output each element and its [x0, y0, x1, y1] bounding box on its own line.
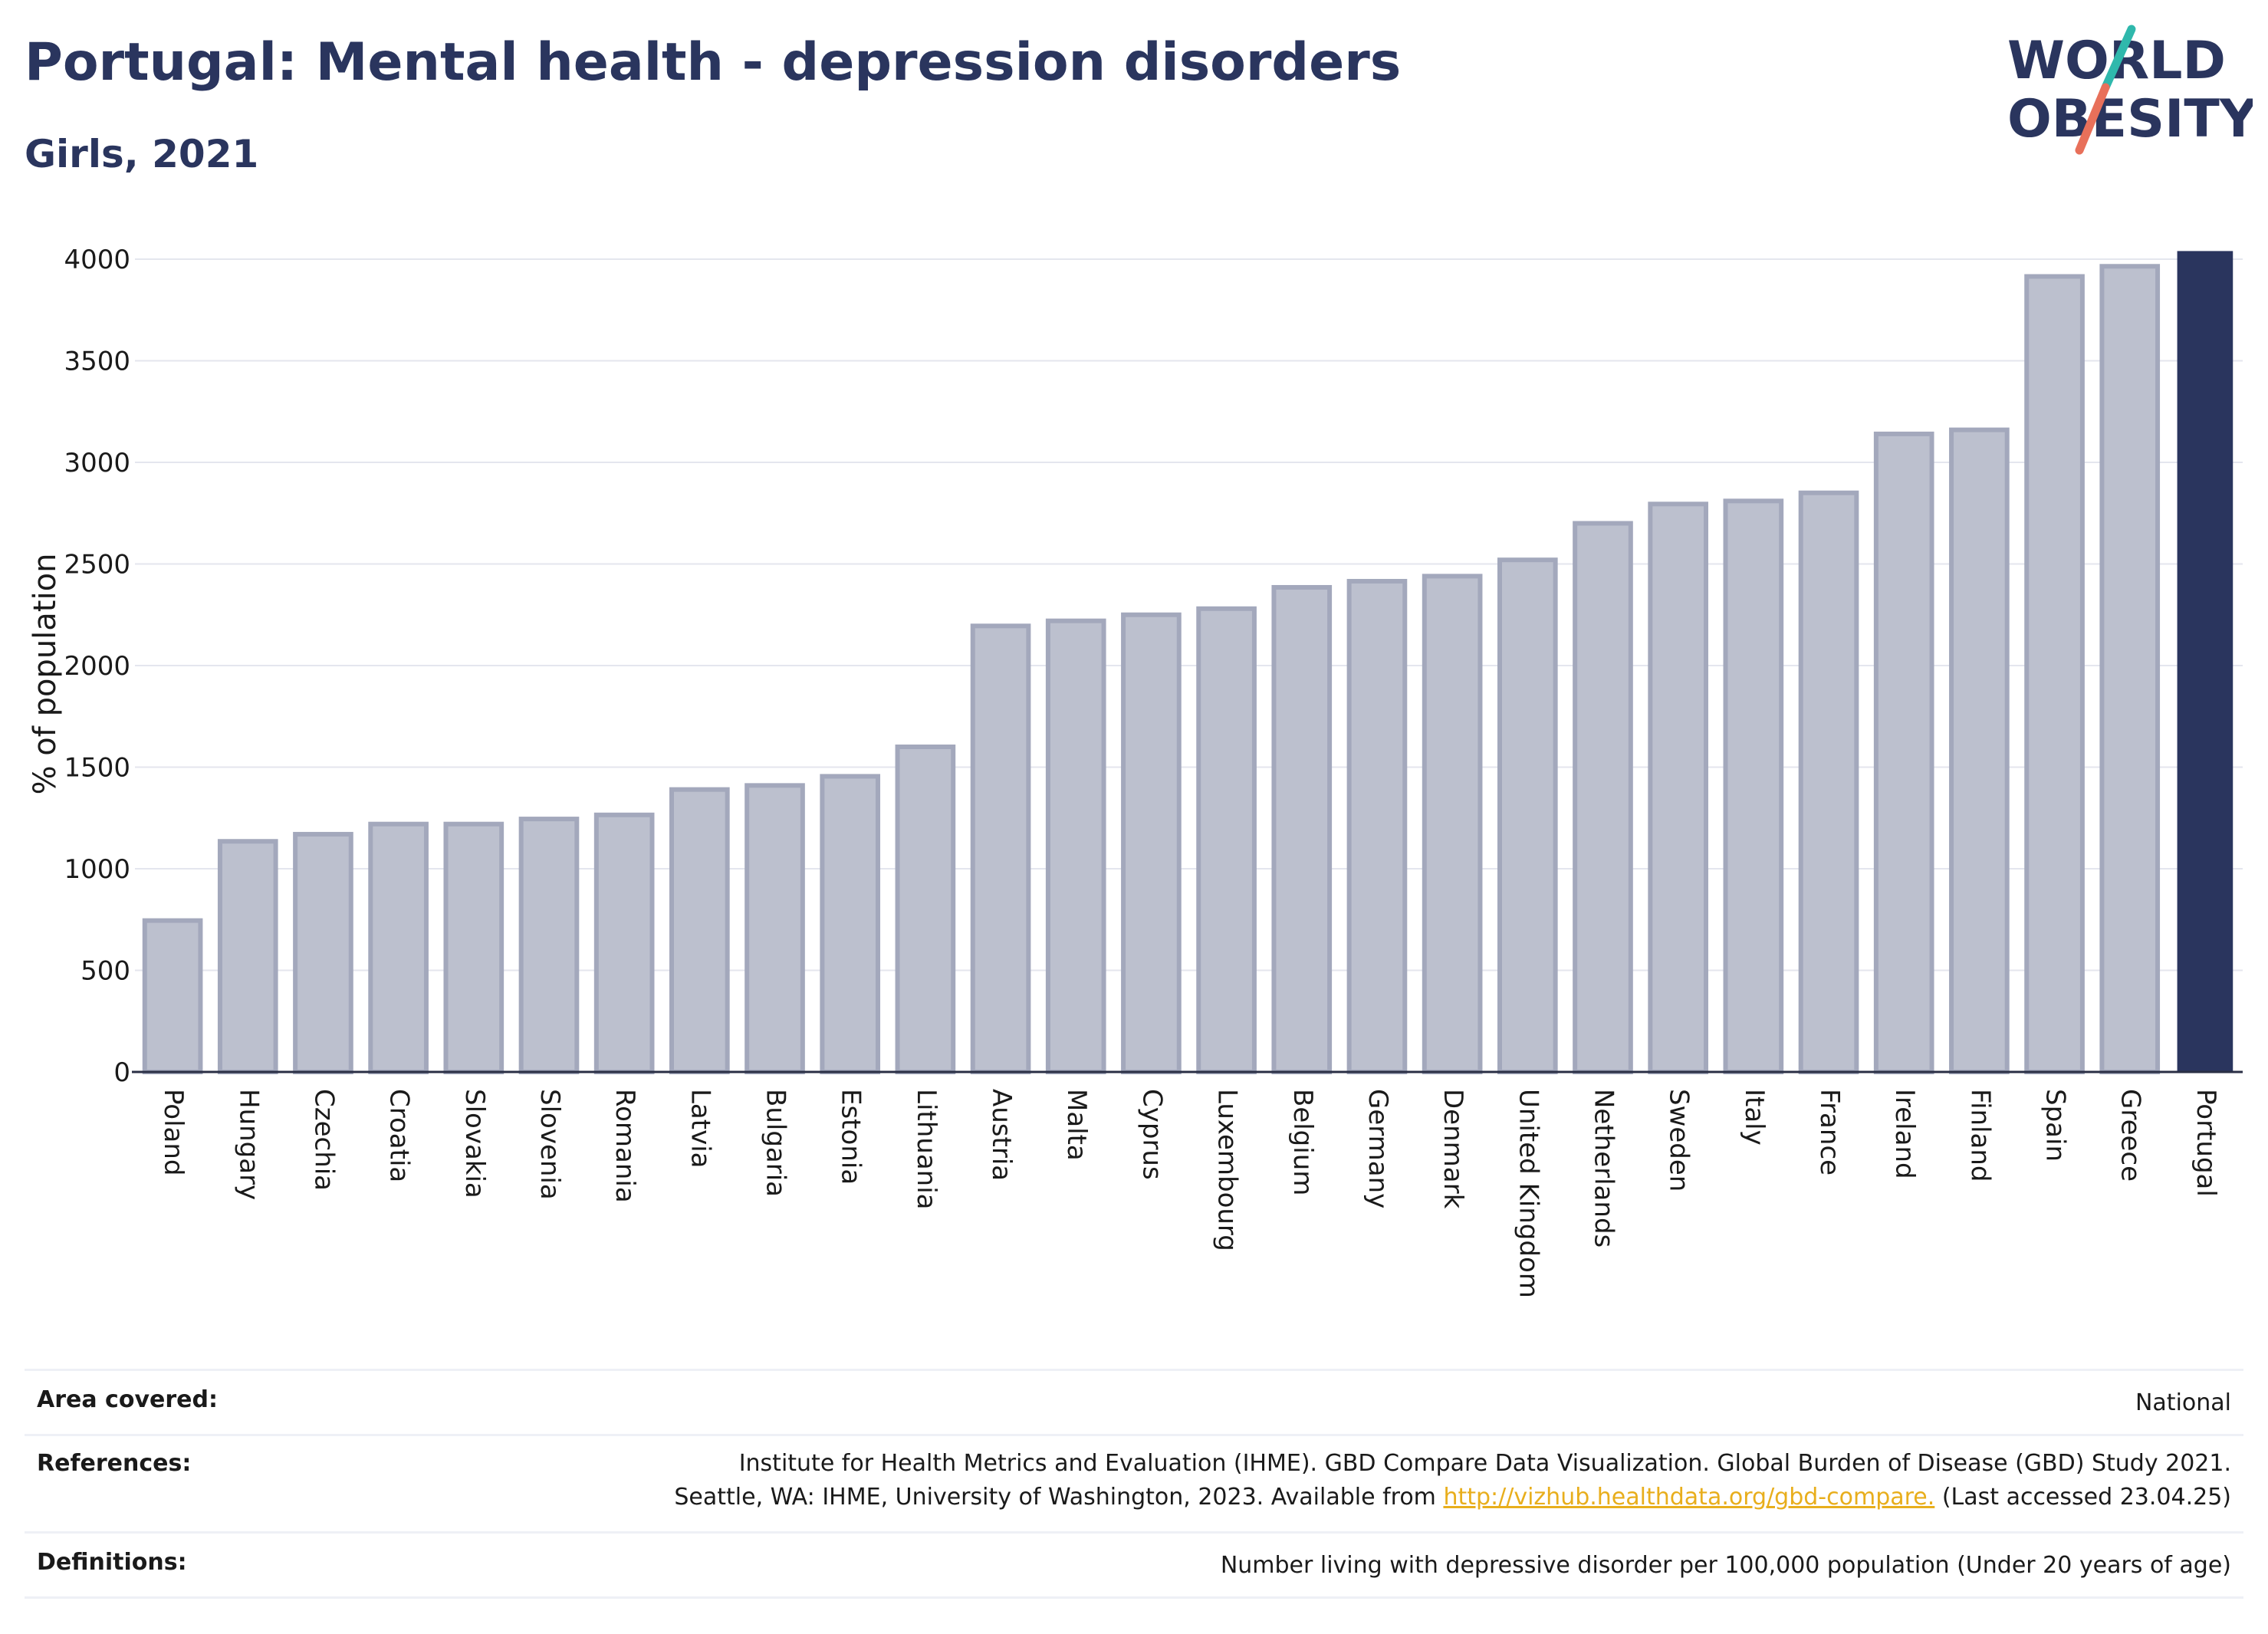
- bar-greece: [2099, 264, 2161, 1074]
- bar-finland: [1949, 427, 2010, 1074]
- y-axis-title: % of population: [28, 554, 63, 795]
- bar-bulgaria: [744, 783, 805, 1074]
- references-line-2-suffix: (Last accessed 23.04.25): [1934, 1484, 2231, 1511]
- x-tick-label: Finland: [1964, 1089, 1995, 1182]
- area-covered-label: Area covered:: [37, 1386, 218, 1413]
- bar-estonia: [820, 774, 881, 1074]
- bar-portugal: [2177, 251, 2233, 1072]
- x-tick-label: Belgium: [1287, 1089, 1318, 1195]
- y-tick-label: 1500: [64, 753, 130, 784]
- x-tick-label: Malta: [1061, 1089, 1092, 1161]
- bar-poland: [142, 918, 203, 1074]
- x-tick-label: Denmark: [1438, 1089, 1468, 1209]
- definitions-label: Definitions:: [37, 1549, 187, 1576]
- x-tick-label: Hungary: [233, 1089, 264, 1200]
- x-tick-label: Estonia: [836, 1089, 866, 1185]
- x-tick-label: Greece: [2115, 1089, 2146, 1182]
- x-tick-label: Romania: [610, 1089, 640, 1203]
- y-tick-label: 1000: [64, 854, 130, 885]
- bar-luxembourg: [1196, 606, 1257, 1074]
- x-tick-label: Spain: [2040, 1089, 2071, 1162]
- bar-chart: 0 500 1000 1500 2000 2500 3000 3500 4000 Poland Hu…: [28, 245, 2243, 1298]
- y-tick-label: 3000: [64, 448, 130, 478]
- bar-lithuania: [895, 745, 956, 1074]
- x-tick-label: Netherlands: [1588, 1089, 1619, 1248]
- x-tick-label: Portugal: [2191, 1089, 2221, 1197]
- references-line-2-prefix: Seattle, WA: IHME, University of Washing…: [674, 1484, 1444, 1511]
- x-tick-label: Croatia: [384, 1089, 415, 1182]
- bar-romania: [593, 812, 655, 1075]
- area-covered-value: National: [2135, 1389, 2231, 1416]
- x-tick-label: Poland: [158, 1089, 189, 1176]
- info-row-definitions: Definitions: Number living with depressi…: [25, 1531, 2243, 1599]
- x-tick-label: Cyprus: [1136, 1089, 1167, 1180]
- chart-title: Portugal: Mental health - depression dis…: [25, 32, 1402, 93]
- x-tick-label: Germany: [1362, 1089, 1393, 1208]
- x-tick-label: France: [1814, 1089, 1845, 1175]
- bar-ireland: [1873, 431, 1934, 1074]
- bar-spain: [2024, 274, 2085, 1074]
- bar-austria: [970, 623, 1031, 1074]
- info-table: Area covered: National References: Insti…: [25, 1369, 2243, 1599]
- x-tick-label: Italy: [1739, 1089, 1770, 1146]
- bar-hungary: [217, 839, 278, 1074]
- bar-cyprus: [1121, 612, 1182, 1074]
- x-tick-label: Bulgaria: [761, 1089, 791, 1197]
- bar-netherlands: [1573, 521, 1633, 1074]
- bar-malta: [1045, 618, 1106, 1074]
- x-tick-label: Sweden: [1664, 1089, 1694, 1192]
- bar-france: [1798, 490, 1859, 1074]
- bar-latvia: [669, 787, 730, 1075]
- references-line-2: Seattle, WA: IHME, University of Washing…: [674, 1481, 2231, 1514]
- bar-italy: [1723, 498, 1784, 1074]
- references-value: Institute for Health Metrics and Evaluat…: [674, 1447, 2231, 1514]
- y-tick-label: 3500: [64, 347, 130, 377]
- x-tick-label: Czechia: [308, 1089, 339, 1191]
- x-tick-label: Slovenia: [534, 1089, 565, 1200]
- references-label: References:: [37, 1450, 192, 1477]
- references-line-1: Institute for Health Metrics and Evaluat…: [738, 1450, 2231, 1477]
- bar-slovenia: [518, 817, 580, 1074]
- logo-slash-bottom: [2075, 83, 2110, 155]
- x-tick-label: Austria: [986, 1089, 1017, 1181]
- bar-germany: [1346, 579, 1408, 1074]
- x-tick-label: Luxembourg: [1212, 1089, 1243, 1251]
- logo-text-obesity: OBESITY: [2007, 89, 2253, 150]
- bar-sweden: [1648, 501, 1708, 1074]
- y-tick-label: 4000: [64, 245, 130, 275]
- x-tick-label: Latvia: [685, 1089, 715, 1169]
- x-tick-label: Slovakia: [459, 1089, 490, 1198]
- bar-croatia: [368, 821, 429, 1074]
- bar-united-kingdom: [1497, 557, 1558, 1074]
- bars: [142, 251, 2233, 1075]
- y-tick-label: 2500: [64, 550, 130, 580]
- x-tick-label: Ireland: [1889, 1089, 1920, 1179]
- chart-subtitle: Girls, 2021: [25, 132, 259, 176]
- y-tick-label: 500: [81, 956, 130, 987]
- x-tick-label: Lithuania: [911, 1089, 942, 1209]
- logo-slash-top: [2101, 25, 2136, 92]
- tick-labels: 0 500 1000 1500 2000 2500 3000 3500 4000 Poland Hu…: [28, 245, 2221, 1298]
- info-row-area: Area covered: National: [25, 1369, 2243, 1434]
- bar-slovakia: [443, 821, 505, 1074]
- world-obesity-logo: WORLD OBESITY: [2007, 25, 2253, 155]
- bar-belgium: [1271, 584, 1333, 1074]
- x-tick-label: United Kingdom: [1513, 1089, 1543, 1298]
- references-link[interactable]: http://vizhub.healthdata.org/gbd-compare…: [1443, 1484, 1935, 1511]
- bar-czechia: [293, 831, 353, 1074]
- y-tick-label: 0: [113, 1057, 130, 1088]
- bar-denmark: [1422, 574, 1483, 1074]
- definitions-value: Number living with depressive disorder p…: [1220, 1552, 2231, 1579]
- info-row-references: References: Institute for Health Metrics…: [25, 1434, 2243, 1531]
- y-tick-label: 2000: [64, 651, 130, 682]
